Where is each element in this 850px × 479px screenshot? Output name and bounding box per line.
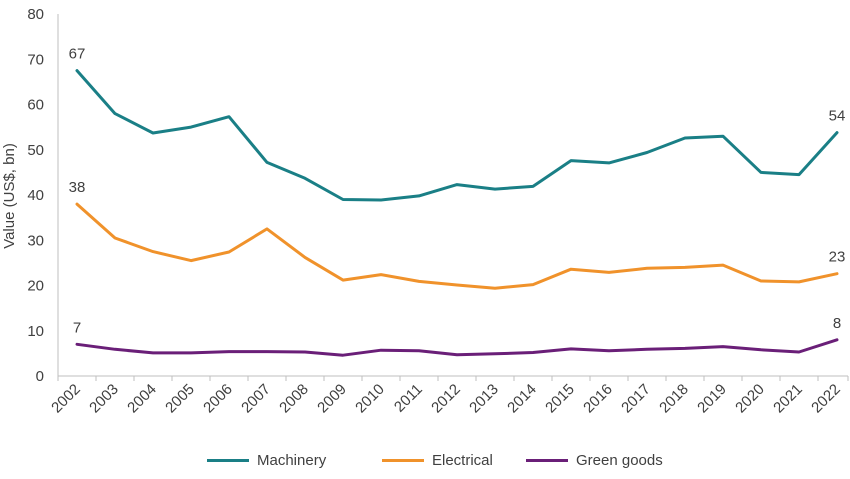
data-label: 54 [829, 108, 846, 125]
x-tick-label: 2020 [732, 381, 768, 417]
legend: Machinery Electrical Green goods [0, 452, 850, 476]
y-tick-label: 10 [27, 323, 44, 340]
x-tick-label: 2014 [504, 381, 540, 417]
y-tick-label: 40 [27, 187, 44, 204]
data-label: 23 [829, 249, 846, 266]
data-label: 8 [833, 315, 841, 332]
y-tick-label: 30 [27, 232, 44, 249]
y-axis: 0 10 20 30 40 50 60 70 80 [27, 6, 59, 385]
x-tick-label: 2022 [808, 381, 844, 417]
x-tick-label: 2005 [162, 381, 198, 417]
x-tick-label: 2016 [580, 381, 616, 417]
legend-label: Machinery [257, 452, 327, 469]
y-axis-title-group: Value (US$, bn) [1, 143, 18, 249]
legend-label: Green goods [576, 452, 663, 469]
series-line-green-goods [75, 338, 839, 357]
x-tick-label: 2010 [352, 381, 388, 417]
y-tick-label: 0 [36, 368, 44, 385]
y-tick-label: 70 [27, 51, 44, 68]
x-tick-label: 2007 [238, 381, 274, 417]
series-line-machinery [75, 69, 839, 202]
legend-item-electrical: Electrical [382, 452, 493, 469]
legend-label: Electrical [432, 452, 493, 469]
x-tick-label: 2017 [618, 381, 654, 417]
x-tick-label: 2011 [391, 381, 426, 416]
legend-swatch [526, 459, 568, 462]
legend-item-machinery: Machinery [207, 452, 326, 469]
x-tick-label: 2012 [428, 381, 464, 417]
x-tick-label: 2019 [694, 381, 730, 417]
x-tick-label: 2003 [86, 381, 122, 417]
y-tick-label: 60 [27, 97, 44, 114]
series-layer [75, 69, 839, 357]
legend-swatch [207, 459, 249, 462]
data-label: 67 [69, 46, 86, 63]
x-tick-label: 2015 [542, 381, 578, 417]
y-tick-label: 50 [27, 142, 44, 159]
y-tick-label: 80 [27, 6, 44, 23]
data-label: 7 [73, 319, 81, 336]
x-tick-label: 2004 [124, 381, 160, 417]
x-tick-label: 2021 [770, 381, 806, 417]
legend-item-green-goods: Green goods [526, 452, 663, 469]
y-tick-label: 20 [27, 278, 44, 295]
data-label: 38 [69, 179, 86, 196]
x-tick-label: 2008 [276, 381, 312, 417]
x-tick-label: 2006 [200, 381, 236, 417]
x-tick-label: 2013 [466, 381, 502, 417]
data-labels: 67 54 38 23 7 8 [69, 46, 846, 337]
x-tick-label: 2018 [656, 381, 692, 417]
x-axis: 2002 2003 2004 2005 2006 2007 2008 2009 2010 2011… [48, 375, 849, 417]
series-line-electrical [75, 202, 839, 290]
legend-swatch [382, 459, 424, 462]
x-tick-label: 2002 [48, 381, 84, 417]
y-axis-title: Value (US$, bn) [1, 143, 18, 249]
x-tick-label: 2009 [314, 381, 350, 417]
